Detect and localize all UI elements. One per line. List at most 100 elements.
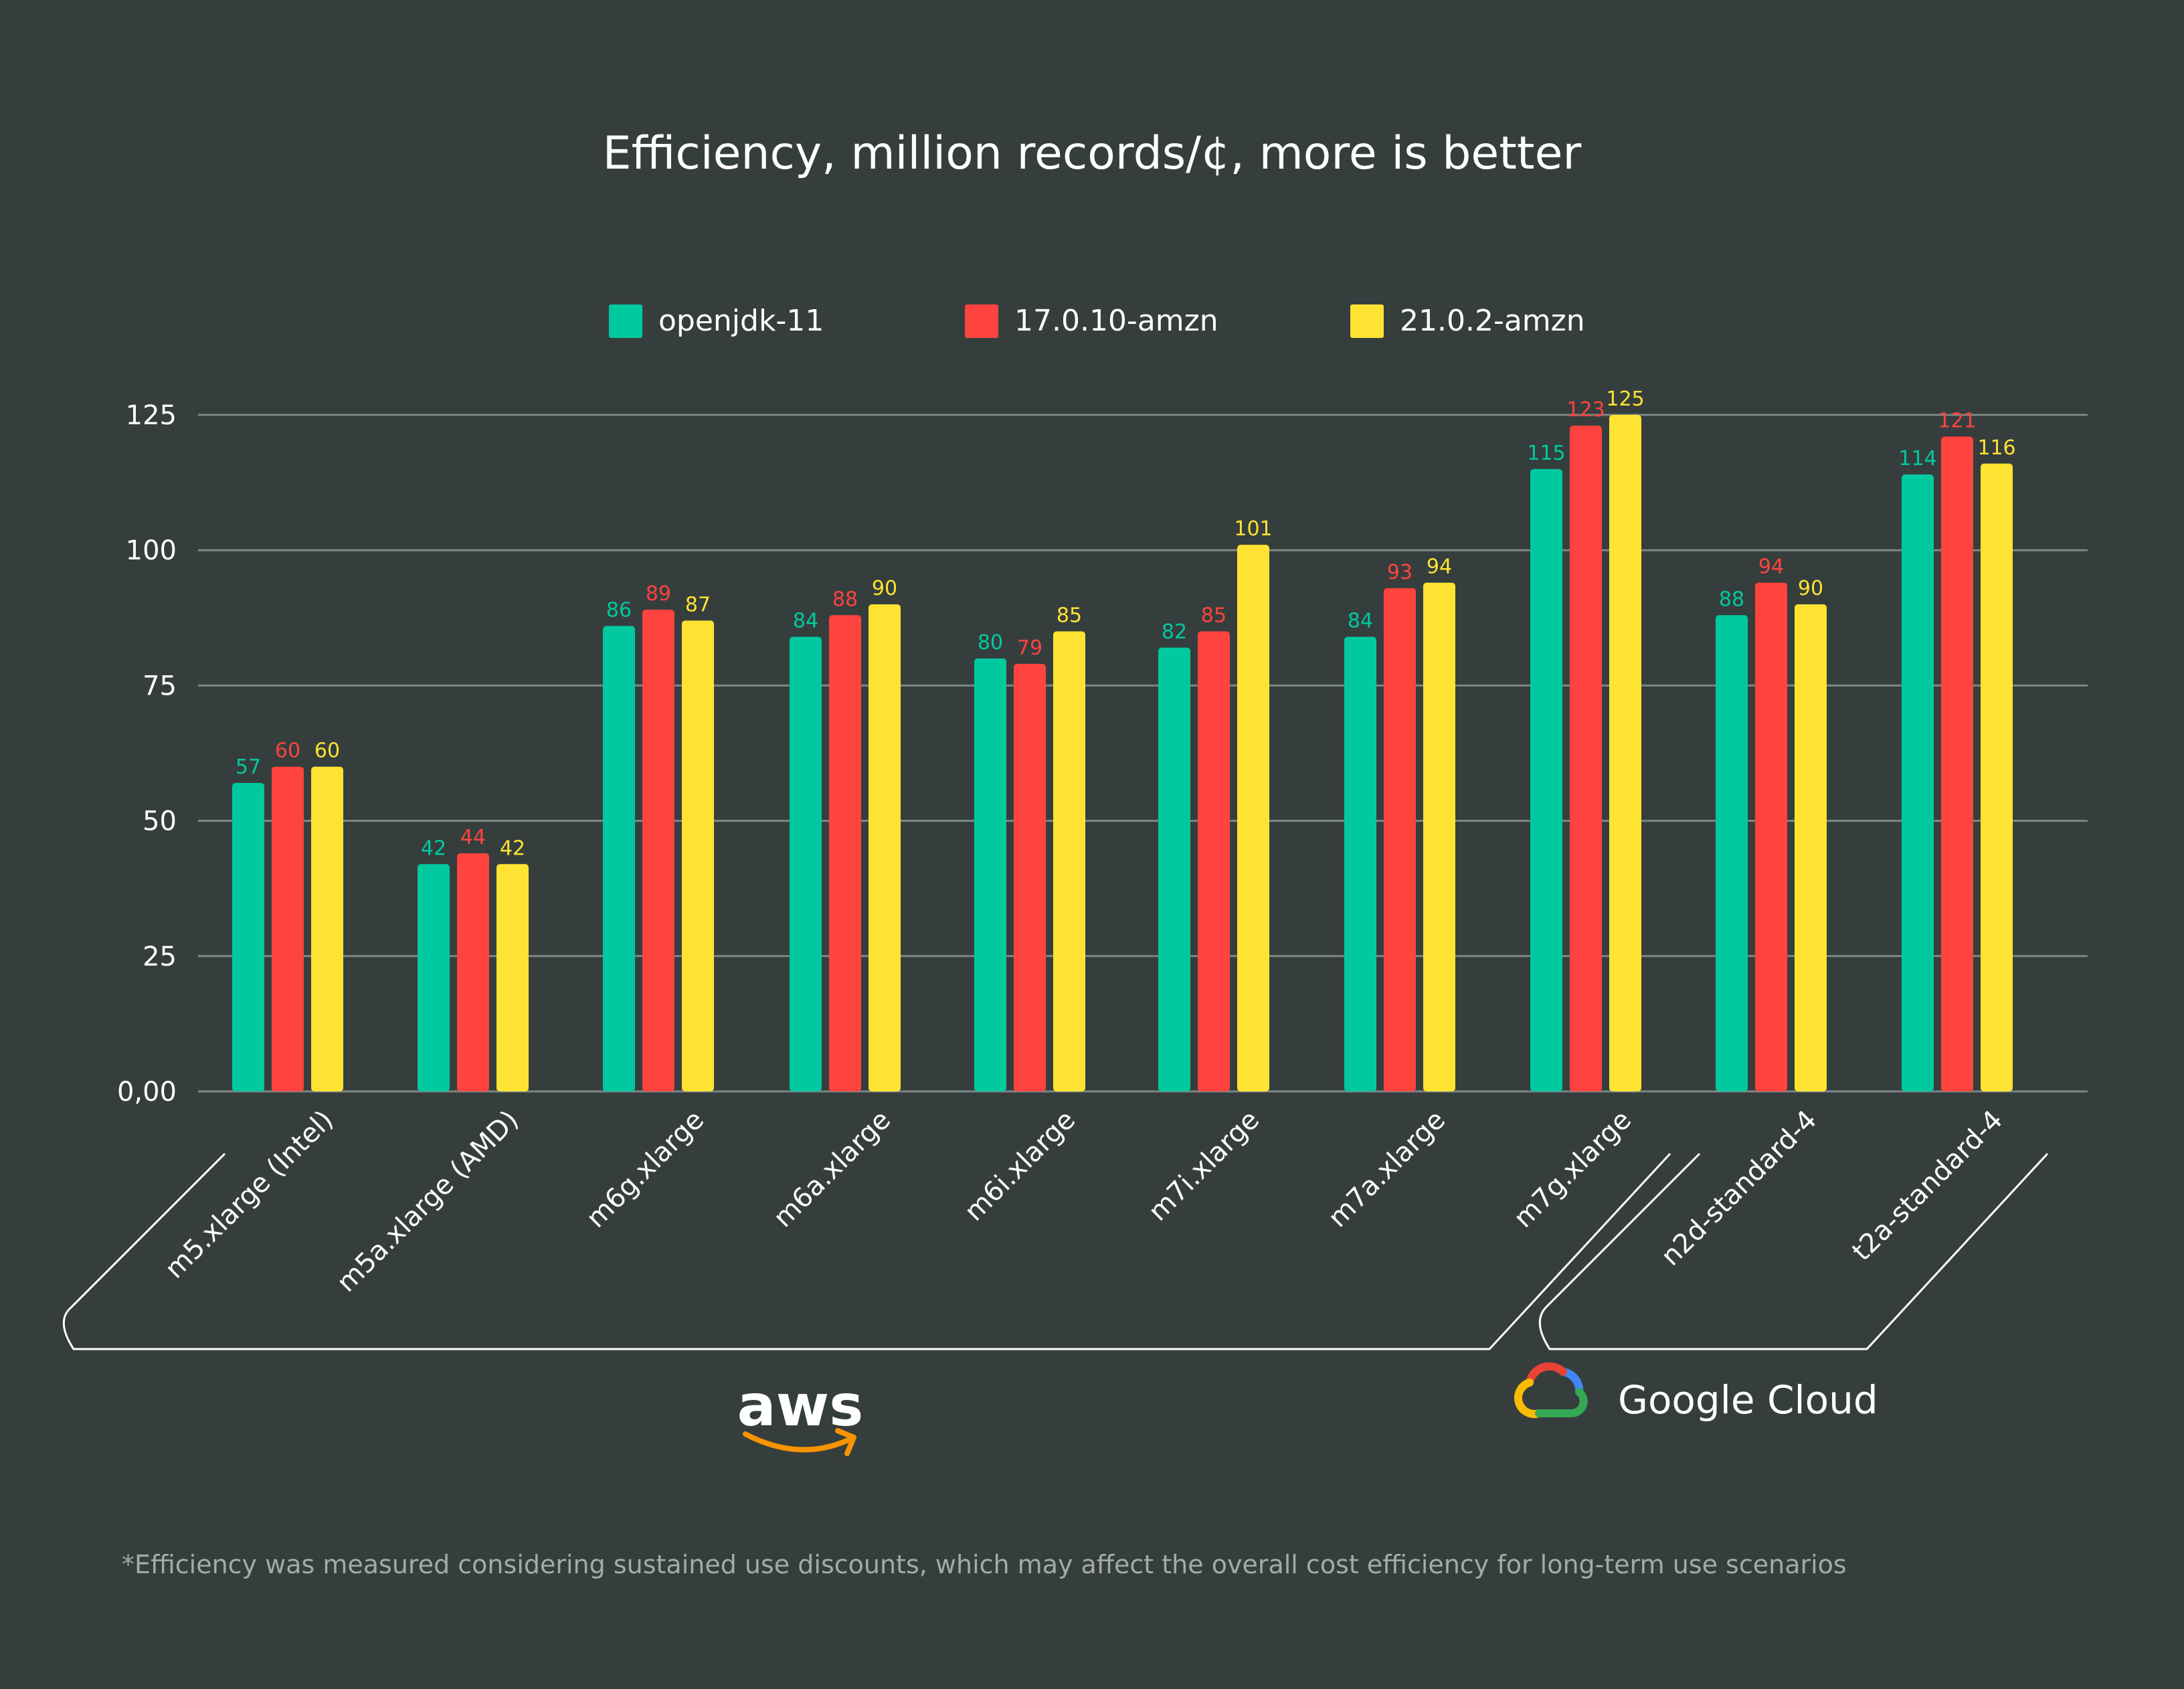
bar [1384, 588, 1416, 1091]
bar [457, 853, 489, 1091]
y-tick-label: 0,00 [117, 1077, 177, 1107]
bar [682, 620, 714, 1091]
x-tick-label: m6a.xlarge [767, 1105, 897, 1234]
bar [790, 636, 822, 1091]
bar [1902, 474, 1934, 1091]
data-label: 60 [314, 739, 340, 763]
legend-swatch [965, 304, 998, 338]
x-tick-label: m6g.xlarge [581, 1105, 710, 1234]
y-tick-label: 125 [126, 400, 177, 431]
aws-bracket [62, 1152, 1671, 1350]
legend-swatch [1350, 304, 1384, 338]
data-label: 82 [1162, 620, 1187, 644]
bar [418, 864, 450, 1091]
data-label: 94 [1427, 555, 1452, 579]
aws-smile-icon [743, 1431, 854, 1453]
data-label: 89 [646, 582, 671, 606]
bar [1014, 664, 1046, 1091]
data-label: 114 [1898, 447, 1936, 470]
data-label: 94 [1758, 555, 1784, 579]
legend-label: openjdk-11 [658, 304, 824, 338]
google-cloud-logo: Google Cloud [1514, 1362, 1878, 1423]
data-label: 84 [793, 610, 818, 633]
bar [1716, 615, 1748, 1091]
y-tick-label: 100 [126, 535, 177, 566]
y-tick-label: 25 [143, 942, 177, 972]
bar [869, 604, 901, 1091]
data-label: 86 [606, 598, 632, 622]
bar [642, 610, 674, 1091]
data-label: 101 [1234, 517, 1272, 541]
y-axis-ticks: 0,00 25 50 75 100 125 [117, 400, 177, 1107]
bar [1941, 436, 1973, 1091]
data-label: 84 [1348, 610, 1373, 633]
data-label: 115 [1527, 442, 1565, 465]
y-tick-label: 50 [143, 806, 177, 837]
x-tick-label: m5.xlarge (Intel) [159, 1105, 339, 1285]
legend-label: 21.0.2-amzn [1400, 304, 1585, 338]
bar [1198, 631, 1230, 1091]
x-tick-label: m7a.xlarge [1322, 1105, 1451, 1234]
chart-title: Efficiency, million records/¢, more is b… [603, 127, 1582, 180]
bar [1755, 582, 1787, 1091]
x-tick-label: n2d-standard-4 [1655, 1105, 1823, 1272]
google-cloud-bracket [1538, 1152, 2049, 1350]
bar [272, 766, 304, 1091]
bars [232, 415, 2013, 1091]
legend: openjdk-11 17.0.10-amzn 21.0.2-amzn [609, 304, 1585, 338]
data-label: 44 [460, 826, 486, 849]
bar [603, 626, 635, 1091]
footnote: *Efficiency was measured considering sus… [122, 1550, 1847, 1579]
x-tick-label: m5a.xlarge (AMD) [331, 1105, 525, 1298]
legend-swatch [609, 304, 642, 338]
provider-brackets [62, 1152, 2049, 1350]
google-cloud-logo-text: Google Cloud [1618, 1377, 1878, 1423]
bar [1423, 582, 1455, 1091]
bar [311, 766, 343, 1091]
data-label: 121 [1938, 409, 1976, 432]
data-label: 88 [1719, 588, 1744, 611]
y-tick-label: 75 [143, 671, 177, 701]
data-label: 80 [978, 631, 1003, 654]
legend-label: 17.0.10-amzn [1014, 304, 1218, 338]
bar [1795, 604, 1827, 1091]
bar [1158, 647, 1190, 1091]
bar [1530, 468, 1562, 1091]
bar [829, 615, 861, 1091]
x-tick-label: m7i.xlarge [1143, 1105, 1265, 1227]
data-label: 87 [685, 593, 711, 616]
legend-item: 21.0.2-amzn [1350, 304, 1585, 338]
bar [1570, 426, 1602, 1091]
data-label: 85 [1201, 604, 1226, 628]
legend-item: 17.0.10-amzn [965, 304, 1218, 338]
bar [496, 864, 529, 1091]
x-tick-label: t2a-standard-4 [1846, 1105, 2009, 1267]
data-label: 90 [872, 577, 897, 600]
data-label: 85 [1057, 604, 1082, 628]
bar [1609, 415, 1641, 1091]
data-label: 88 [832, 588, 858, 611]
bar [1237, 545, 1269, 1091]
data-label: 93 [1387, 561, 1413, 584]
data-label: 79 [1017, 636, 1042, 660]
data-label: 116 [1977, 436, 2015, 460]
x-tick-label: m6i.xlarge [959, 1105, 1081, 1227]
x-axis-ticks: m5.xlarge (Intel)m5a.xlarge (AMD) m6g.xla… [159, 1105, 2009, 1298]
data-label: 57 [236, 755, 261, 779]
data-label: 60 [275, 739, 300, 763]
data-label: 90 [1798, 577, 1823, 600]
bar [232, 782, 264, 1091]
data-label: 125 [1606, 387, 1644, 411]
data-label: 42 [421, 836, 446, 860]
aws-arrow-icon [835, 1428, 856, 1456]
x-tick-label: m7g.xlarge [1508, 1105, 1637, 1234]
bar [1053, 631, 1085, 1091]
bar [1344, 636, 1376, 1091]
bar [974, 658, 1006, 1091]
aws-logo-text: aws [737, 1372, 864, 1439]
google-cloud-icon [1514, 1362, 1588, 1419]
data-label: 123 [1566, 398, 1605, 422]
data-label: 42 [500, 836, 525, 860]
